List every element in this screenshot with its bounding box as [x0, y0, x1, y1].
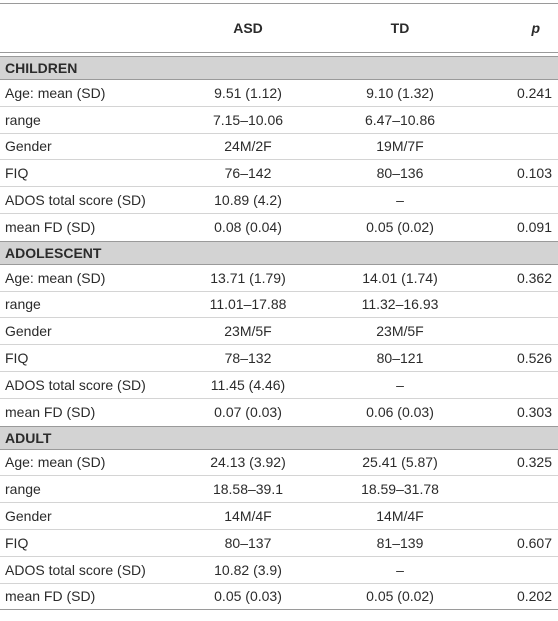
- td-cell: 11.32–16.93: [361, 296, 439, 313]
- table-row: range 18.58–39.1 18.59–31.78: [0, 476, 558, 504]
- td-cell: 9.10 (1.32): [366, 84, 434, 101]
- td-cell: –: [396, 561, 404, 578]
- td-cell: 0.06 (0.03): [366, 404, 434, 421]
- p-cell: 0.607: [516, 534, 552, 551]
- asd-cell: 0.05 (0.03): [214, 588, 282, 605]
- td-cell: 14M/4F: [376, 508, 424, 525]
- section-header: ADOLESCENT: [0, 240, 558, 265]
- row-label: FIQ: [5, 350, 29, 367]
- asd-cell: 0.08 (0.04): [214, 219, 282, 236]
- table-row: ADOS total score (SD) 10.89 (4.2) –: [0, 187, 558, 214]
- asd-cell: 7.15–10.06: [212, 111, 284, 128]
- p-header: p: [531, 20, 540, 36]
- row-label: FIQ: [5, 165, 29, 182]
- td-cell: 25.41 (5.87): [362, 454, 438, 471]
- p-cell: 0.526: [516, 350, 552, 367]
- section-title: CHILDREN: [5, 60, 78, 76]
- td-cell: 14.01 (1.74): [362, 269, 438, 286]
- p-cell: 0.091: [516, 219, 552, 236]
- asd-cell: 24M/2F: [224, 138, 272, 155]
- td-cell: 0.05 (0.02): [366, 588, 434, 605]
- td-cell: 80–136: [376, 165, 424, 182]
- td-cell: 80–121: [376, 350, 424, 367]
- table-row: Gender 23M/5F 23M/5F: [0, 318, 558, 346]
- section-header: ADULT: [0, 425, 558, 450]
- table-row: range 11.01–17.88 11.32–16.93: [0, 292, 558, 319]
- row-label: mean FD (SD): [5, 219, 96, 236]
- asd-cell: 0.07 (0.03): [214, 404, 282, 421]
- td-cell: –: [396, 192, 404, 209]
- td-header: TD: [390, 20, 410, 36]
- row-label: range: [5, 296, 41, 313]
- row-label: mean FD (SD): [5, 588, 96, 605]
- table-row: FIQ 78–132 80–121 0.526: [0, 345, 558, 372]
- table-row: Gender 24M/2F 19M/7F: [0, 134, 558, 161]
- section-title: ADULT: [5, 429, 52, 446]
- p-cell: 0.103: [516, 165, 552, 182]
- td-cell: 18.59–31.78: [361, 481, 439, 498]
- table-row: Age: mean (SD) 24.13 (3.92) 25.41 (5.87) 0.…: [0, 450, 558, 477]
- p-cell: 0.362: [516, 269, 552, 286]
- td-cell: 23M/5F: [376, 323, 424, 340]
- table-row: ADOS total score (SD) 11.45 (4.46) –: [0, 372, 558, 399]
- row-label: ADOS total score (SD): [5, 376, 146, 393]
- table-row: mean FD (SD) 0.07 (0.03) 0.06 (0.03) 0.303: [0, 399, 558, 426]
- asd-cell: 76–142: [224, 165, 272, 182]
- header-row: ASD TD p: [0, 3, 558, 53]
- p-cell: 0.241: [516, 84, 552, 101]
- asd-cell: 80–137: [224, 534, 272, 551]
- table-row: FIQ 80–137 81–139 0.607: [0, 530, 558, 557]
- asd-cell: 9.51 (1.12): [214, 84, 282, 101]
- table-row: mean FD (SD) 0.08 (0.04) 0.05 (0.02) 0.091: [0, 214, 558, 241]
- section-title: ADOLESCENT: [5, 244, 102, 261]
- asd-cell: 11.01–17.88: [209, 296, 287, 313]
- table-row: mean FD (SD) 0.05 (0.03) 0.05 (0.02) 0.202: [0, 584, 558, 611]
- p-cell: 0.325: [516, 454, 552, 471]
- asd-cell: 11.45 (4.46): [210, 376, 286, 393]
- asd-cell: 78–132: [224, 350, 272, 367]
- table-row: range 7.15–10.06 6.47–10.86: [0, 107, 558, 134]
- row-label: Gender: [5, 323, 52, 340]
- row-label: Age: mean (SD): [5, 84, 106, 101]
- p-cell: 0.303: [516, 404, 552, 421]
- table-row: FIQ 76–142 80–136 0.103: [0, 160, 558, 188]
- row-label: range: [5, 111, 41, 128]
- asd-header: ASD: [233, 20, 263, 36]
- row-label: ADOS total score (SD): [5, 561, 146, 578]
- table-row: ADOS total score (SD) 10.82 (3.9) –: [0, 557, 558, 584]
- asd-cell: 23M/5F: [224, 323, 272, 340]
- td-cell: 0.05 (0.02): [366, 219, 434, 236]
- row-label: Gender: [5, 508, 52, 525]
- row-label: range: [5, 481, 41, 498]
- asd-cell: 24.13 (3.92): [210, 454, 286, 471]
- table-row: Gender 14M/4F 14M/4F: [0, 503, 558, 530]
- p-cell: 0.202: [516, 588, 552, 605]
- td-cell: 19M/7F: [376, 138, 424, 155]
- td-cell: 6.47–10.86: [364, 111, 436, 128]
- section-header: CHILDREN: [0, 56, 558, 80]
- row-label: Age: mean (SD): [5, 269, 106, 286]
- table-row: Age: mean (SD) 9.51 (1.12) 9.10 (1.32) 0.24…: [0, 80, 558, 107]
- row-label: Gender: [5, 138, 52, 155]
- row-label: ADOS total score (SD): [5, 192, 146, 209]
- asd-cell: 14M/4F: [224, 508, 272, 525]
- asd-cell: 13.71 (1.79): [210, 269, 286, 286]
- row-label: FIQ: [5, 534, 29, 551]
- table-row: Age: mean (SD) 13.71 (1.79) 14.01 (1.74) 0.…: [0, 265, 558, 292]
- asd-cell: 18.58–39.1: [212, 481, 284, 498]
- row-label: mean FD (SD): [5, 404, 96, 421]
- asd-cell: 10.82 (3.9): [214, 561, 282, 578]
- td-cell: –: [396, 376, 404, 393]
- row-label: Age: mean (SD): [5, 454, 106, 471]
- asd-cell: 10.89 (4.2): [214, 192, 282, 209]
- td-cell: 81–139: [376, 534, 424, 551]
